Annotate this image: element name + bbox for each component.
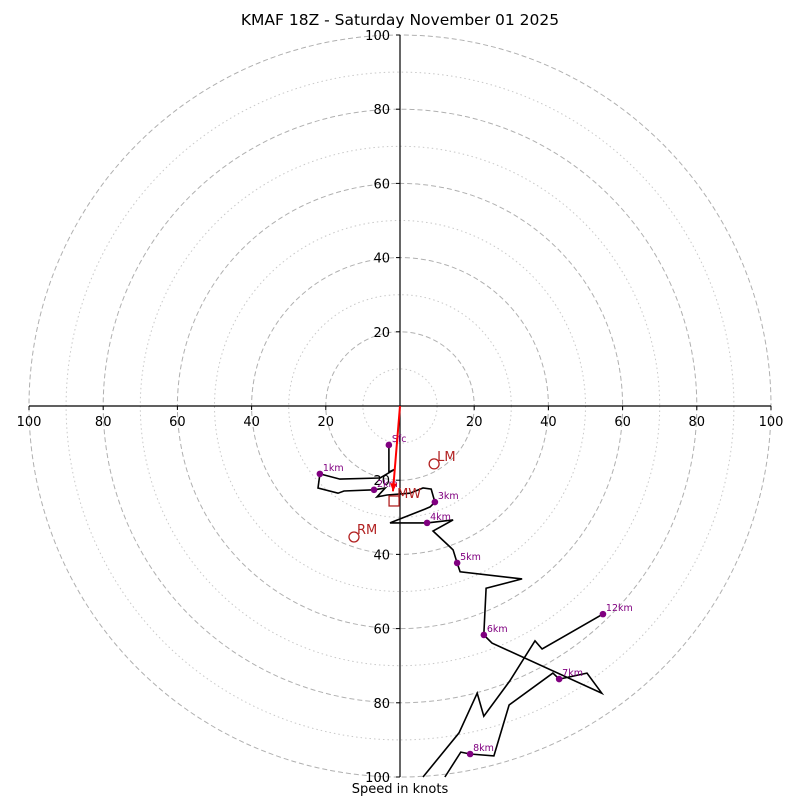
height-label-6km: 6km [487,624,508,635]
y-tick-label: 60 [373,623,390,638]
x-axis-label: Speed in knots [351,782,449,797]
height-marker-1km [316,470,324,478]
height-label-8km: 8km [473,743,494,754]
storm-motion-rm-marker [348,531,360,543]
x-tick-label: 80 [95,415,112,430]
x-tick-label: 60 [614,415,631,430]
height-marker-12km [599,610,607,618]
height-label-3km: 3km [438,491,459,502]
height-marker-5km [453,559,461,567]
x-tick-label: 40 [243,415,260,430]
tick-labels: 100 80 60 40 20 20 40 60 80 100100806040202040608… [17,29,784,786]
y-tick-label: 80 [373,697,390,712]
y-tick-label: 80 [373,103,390,118]
height-label-sfc: Sfc [392,434,407,445]
mean-wind-arrow [391,405,401,492]
height-marker-8km [466,750,474,758]
x-tick-label: 60 [169,415,186,430]
height-marker-6km [480,631,488,639]
x-tick-label: 100 [759,415,784,430]
x-tick-label: 100 [17,415,42,430]
storm-motion-lm-label: LM [437,450,455,465]
storm-motion-mw-label: MW [397,487,421,502]
height-label-12km: 12km [606,603,633,614]
y-tick-label: 100 [365,771,390,786]
y-tick-label: 40 [373,548,390,563]
height-markers: Sfc 1km 2km 3km 4km 5km 6km 7km 8km 12km [316,434,633,758]
height-marker-4km [423,519,431,527]
y-tick-label: 60 [373,177,390,192]
height-label-7km: 7km [562,668,583,679]
hodograph-line [317,445,605,778]
y-tick-label: 20 [373,326,390,341]
height-label-1km: 1km [323,463,344,474]
storm-motion-mw-marker [388,495,400,507]
height-label-2km: 2km [377,479,398,490]
x-tick-label: 20 [318,415,335,430]
hodograph-line [422,613,604,778]
chart-title: KMAF 18Z - Saturday November 01 2025 [240,11,560,29]
height-label-4km: 4km [430,512,451,523]
x-tick-label: 80 [689,415,706,430]
y-tick-label: 100 [365,29,390,44]
x-tick-label: 40 [540,415,557,430]
height-marker-sfc [385,441,393,449]
y-tick-label: 40 [373,252,390,267]
height-marker-7km [555,675,563,683]
hodograph-trace [317,445,605,778]
storm-motion-lm-marker [428,458,440,470]
storm-motion-rm-label: RM [357,523,377,538]
height-marker-2km [370,486,378,494]
storm-motion-markers: LM RM MW [348,405,456,543]
x-tick-label: 20 [466,415,483,430]
height-label-5km: 5km [460,552,481,563]
mean-wind-arrowhead [390,483,398,492]
height-marker-3km [431,498,439,506]
